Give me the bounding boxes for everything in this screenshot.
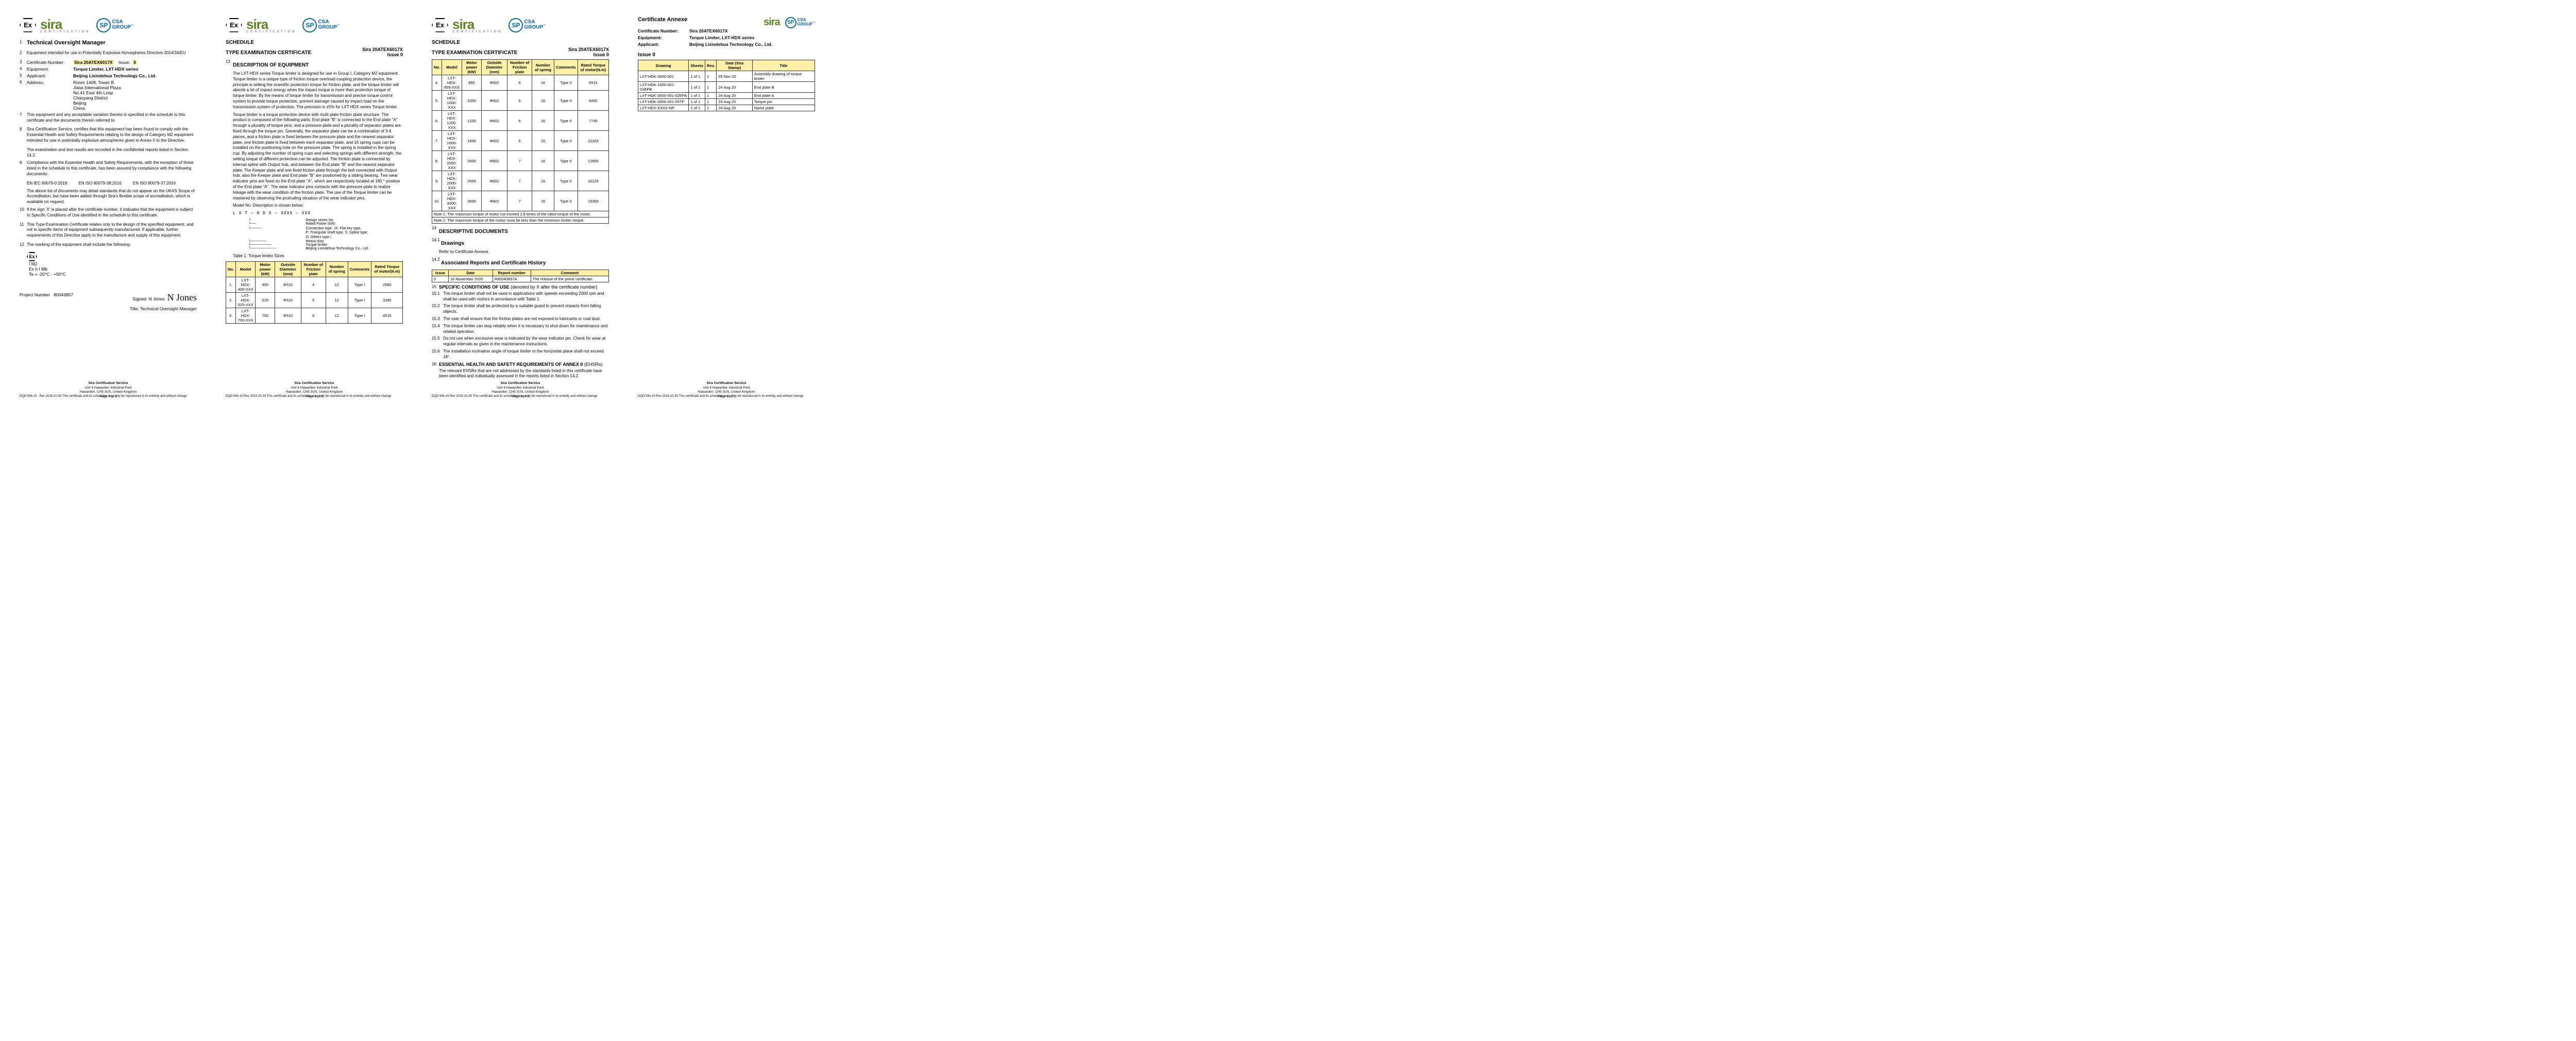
clause-7: This equipment and any acceptable variat…: [27, 112, 197, 124]
directive-text: Equipment intended for use in Potentiall…: [27, 51, 186, 56]
schedule-heading: SCHEDULE: [226, 40, 403, 45]
drawings-table: DrawingSheetsRev.Date (Sira Stamp)Title …: [638, 60, 815, 111]
standards-list: EN IEC 60079-0:2018 EN ISO 80079-36:2016…: [27, 181, 197, 187]
cert-number: Sira 20ATEX6017X: [73, 60, 114, 65]
clause-11: This Type Examination Certificate relate…: [27, 222, 197, 239]
desc-para-1: The LXT-HDX series Torque limiter is des…: [233, 71, 403, 110]
issue-number: 0: [132, 60, 137, 65]
csa-logo: SP CSAGROUP™: [96, 18, 133, 32]
annexe-cert-num: Sira 20ATEX6017X: [689, 28, 728, 33]
torque-table-2: No.ModelMotor power (kW)Outside Diameter…: [432, 59, 609, 224]
table-note-2: Note 2: The maximum torque of the motor …: [432, 217, 609, 224]
ex-icon: Ex: [20, 18, 36, 32]
ex-mark-icon: Ex: [27, 252, 37, 261]
schedule-title: TYPE EXAMINATION CERTIFICATE: [226, 50, 311, 56]
history-heading: Associated Reports and Certificate Histo…: [441, 260, 546, 266]
cert-title: Technical Oversight Manager: [27, 40, 106, 46]
model-code: L X T – H D X – XXXX – XXX: [233, 211, 403, 215]
annexe-issue: Issue 0: [638, 52, 815, 58]
ehsr-text: The relevant EHSRs that are not addresse…: [439, 368, 609, 380]
table1-caption: Table 1: Torque limiter Sizes: [233, 254, 403, 259]
annexe-title: Certificate Annexe: [638, 16, 687, 23]
project-label: Project Number: [20, 292, 50, 297]
cond-1: The torque limiter shall not be used in …: [443, 291, 609, 303]
marking-text: I M2 Ex h I Mb Ta = -20°C - +50°C: [29, 261, 197, 277]
conditions-heading: SPECIFIC CONDITIONS OF USE: [439, 284, 510, 290]
table-note-1: Note 1: The maximum torque of motor not …: [432, 211, 609, 217]
clause-8b: The examination and test results are rec…: [27, 147, 197, 159]
cond-3: The user shall ensure that the friction …: [443, 316, 609, 322]
page-4: Certificate Annexe sira SPCSAGROUP™ Cert…: [629, 10, 824, 402]
signature-icon: N Jones: [167, 292, 197, 303]
certnum-label: Certificate Number:: [27, 60, 73, 65]
docs-heading: DESCRIPTIVE DOCUMENTS: [439, 229, 508, 234]
clause-8: Sira Certification Service, certifies th…: [27, 127, 197, 143]
ex-icon: Ex: [432, 18, 448, 32]
model-diagram: └Design series No. └──Rated Power (kW) └…: [246, 219, 423, 250]
cond-6: The installation inclination angle of to…: [443, 349, 609, 360]
desc-para-2: Torque limiter is a torque protection de…: [233, 112, 403, 202]
address-label: Address:: [27, 80, 73, 111]
sira-cert-text: CERTIFICATION: [40, 30, 90, 33]
clause-9b: The above list of documents may detail s…: [27, 189, 197, 205]
footer: Sira Certification Service Unit 6 Haward…: [20, 381, 197, 399]
cond-2: The torque limiter shall be protected by…: [443, 304, 609, 315]
ehsr-heading: ESSENTIAL HEALTH AND SAFETY REQUIREMENTS…: [439, 362, 583, 367]
page-3: Ex siraCERTIFICATION SPCSAGROUP™ SCHEDUL…: [422, 10, 618, 402]
cond-5: Do not use when excessive wear is indica…: [443, 336, 609, 347]
clause-12: The marking of the equipment shall inclu…: [27, 242, 130, 248]
equipment-name: Torque Limiter, LXT-HDX series: [73, 66, 138, 72]
refer-annexe: Refer to Certificate Annexe.: [439, 249, 609, 255]
project-number: 80043857: [54, 292, 73, 297]
desc-heading: DESCRIPTION OF EQUIPMENT: [233, 62, 309, 68]
annexe-applicant: Beijing Lixindehua Technology Co., Ltd.: [689, 42, 772, 47]
model-diagram-label: Model No. Description is shown below:: [233, 203, 403, 209]
drawings-heading: Drawings: [441, 241, 464, 246]
clause-10: If the sign 'X' is placed after the cert…: [27, 207, 197, 219]
page-2: Ex siraCERTIFICATION SPCSAGROUP™ SCHEDUL…: [216, 10, 412, 402]
signer-title: Technical Oversight Manager: [140, 306, 197, 311]
clause-9: Compliance with the Essential Health and…: [27, 160, 197, 177]
applicant-name: Beijing Lixindehua Technology Co., Ltd.: [73, 73, 156, 78]
history-table: IssueDateReport numberComment 016 Novemb…: [432, 270, 609, 282]
annexe-equip: Torque Limiter, LXT-HDX series: [689, 35, 754, 40]
ex-icon: Ex: [226, 18, 242, 32]
torque-table-1: No.ModelMotor power (kW)Outside Diameter…: [226, 261, 403, 324]
logo-row: Ex sira CERTIFICATION SP CSAGROUP™: [20, 16, 197, 33]
csa-mark-icon: SP: [96, 18, 111, 32]
equip-label: Equipment:: [27, 66, 73, 72]
applicant-label: Applicant:: [27, 73, 73, 78]
cond-4: The torque limiter can stop reliably whe…: [443, 324, 609, 335]
page-1: Ex sira CERTIFICATION SP CSAGROUP™ 1Tech…: [10, 10, 206, 402]
signer-name: N Jones: [149, 296, 165, 301]
address: Room 1408, Tower B Jiatai International …: [73, 80, 197, 111]
